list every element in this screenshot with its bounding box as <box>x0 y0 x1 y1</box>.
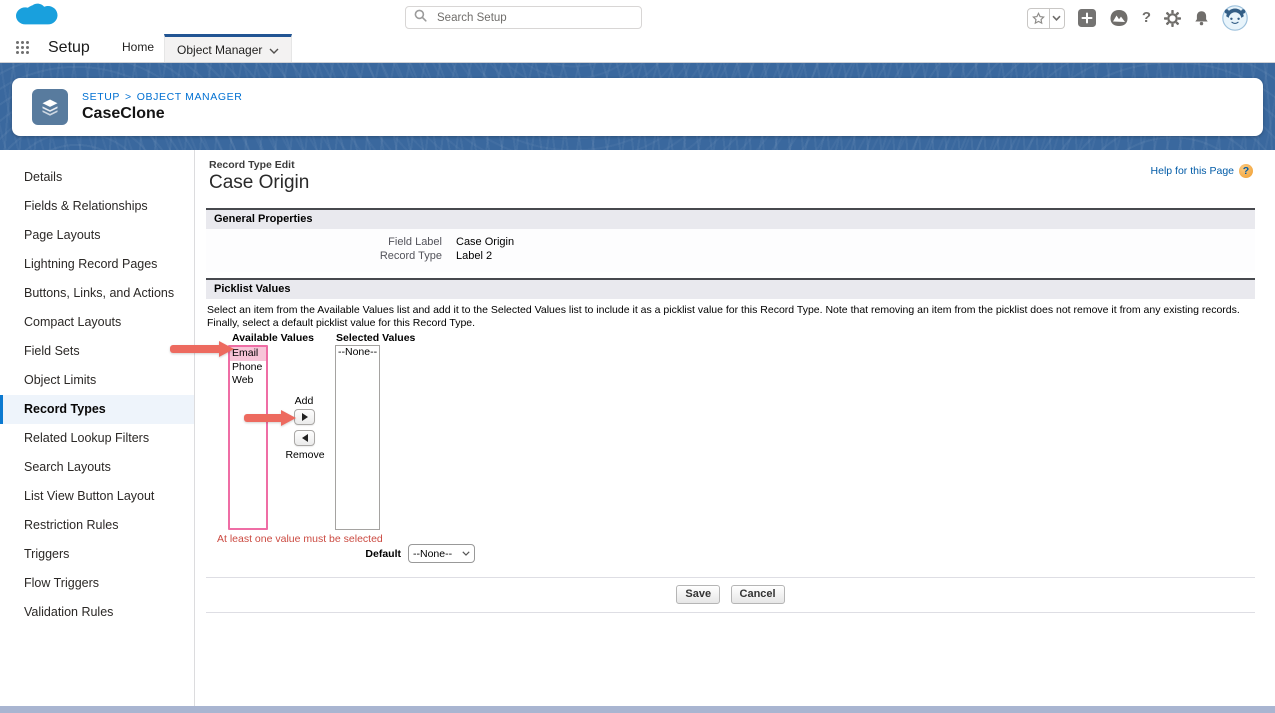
listbox-option[interactable]: Phone <box>232 360 263 373</box>
app-name-label: Setup <box>48 39 90 56</box>
sidebar-item[interactable]: Search Layouts <box>24 460 111 474</box>
available-values-listbox[interactable]: Email Phone Web <box>228 345 268 530</box>
available-values-label: Available Values <box>232 332 314 344</box>
field-value: Label 2 <box>456 250 493 262</box>
form-actions: Save Cancel <box>206 577 1255 613</box>
header-icon-cluster: ? <box>1026 5 1248 31</box>
section-title: General Properties <box>206 210 1255 229</box>
sidebar-item[interactable]: Restriction Rules <box>24 518 119 532</box>
annotation-red-arrow-email <box>170 341 234 357</box>
form-row: Record Type Label 2 <box>206 249 1255 263</box>
sidebar-item[interactable]: Lightning Record Pages <box>24 257 158 271</box>
listbox-option[interactable]: Web <box>232 374 254 386</box>
favorites-group <box>1026 7 1065 29</box>
trailhead-icon[interactable] <box>1109 9 1129 27</box>
window-bottom-bar <box>0 706 1275 713</box>
field-label: Record Type <box>379 250 442 262</box>
sidebar-item[interactable]: Flow Triggers <box>24 576 100 590</box>
default-select-value: --None-- <box>413 547 453 560</box>
page-title: Case Origin <box>209 172 310 193</box>
setup-nav-bar: Setup Home Object Manager <box>0 34 1275 63</box>
breadcrumb-object-manager-link[interactable]: OBJECT MANAGER <box>136 91 243 103</box>
breadcrumb-setup-link[interactable]: SETUP <box>82 91 121 103</box>
selected-values-listbox[interactable]: --None-- <box>335 345 380 530</box>
listbox-option[interactable]: --None-- <box>338 346 378 358</box>
favorites-star-icon[interactable] <box>1026 7 1050 29</box>
user-avatar[interactable] <box>1222 5 1248 31</box>
selected-values-label: Selected Values <box>336 332 416 344</box>
sidebar-item[interactable]: Triggers <box>24 547 70 561</box>
object-name-title: CaseClone <box>82 105 165 122</box>
breadcrumb-separator: > <box>125 91 132 103</box>
add-icon[interactable] <box>1077 9 1096 27</box>
general-properties-section: General Properties Field Label Case Orig… <box>206 208 1255 272</box>
sidebar-item[interactable]: Page Layouts <box>24 228 101 242</box>
picklist-description: Select an item from the Available Values… <box>207 304 1240 329</box>
help-link-label: Help for this Page <box>1150 165 1234 177</box>
cancel-button[interactable]: Cancel <box>730 585 785 604</box>
chevron-down-icon <box>269 38 279 62</box>
app-launcher-waffle-icon[interactable] <box>16 41 30 55</box>
add-arrow-button[interactable] <box>294 409 315 425</box>
page-header: Record Type Edit Case Origin Help for th… <box>196 150 1275 208</box>
object-layers-icon <box>32 89 68 125</box>
sidebar-item[interactable]: Validation Rules <box>24 605 114 619</box>
chevron-down-icon <box>462 551 470 556</box>
form-row: Field Label Case Origin <box>206 235 1255 249</box>
general-properties-body: Field Label Case Origin Record Type Labe… <box>206 229 1255 272</box>
page-subtitle: Record Type Edit <box>209 159 295 171</box>
picklist-editor: Available Values Selected Values Email Ph… <box>206 332 1255 570</box>
search-input[interactable] <box>435 10 633 25</box>
nav-tabs: Home Object Manager <box>112 34 293 62</box>
search-icon <box>414 9 427 27</box>
main-content: Record Type Edit Case Origin Help for th… <box>196 150 1275 706</box>
default-label: Default <box>365 548 401 560</box>
sidebar-item[interactable]: Related Lookup Filters <box>24 431 150 445</box>
tab-object-manager[interactable]: Object Manager <box>164 34 293 62</box>
object-manager-sidebar: Details Fields & Relationships Page Layout… <box>0 150 195 706</box>
setup-gear-icon[interactable] <box>1164 9 1181 27</box>
picklist-values-section: Picklist Values Select an item from the … <box>206 278 1255 613</box>
help-orange-icon: ? <box>1239 164 1253 178</box>
object-header-card: SETUP > OBJECT MANAGER CaseClone <box>12 78 1263 136</box>
remove-arrow-button[interactable] <box>294 430 315 446</box>
sidebar-item[interactable]: Details <box>24 170 63 184</box>
section-title: Picklist Values <box>206 280 1255 299</box>
field-label: Field Label <box>388 236 442 248</box>
sidebar-item[interactable]: Compact Layouts <box>24 315 122 329</box>
help-icon[interactable]: ? <box>1141 9 1151 26</box>
listbox-option[interactable]: Email <box>230 347 266 361</box>
tab-object-manager-label: Object Manager <box>177 42 263 57</box>
sidebar-item[interactable]: List View Button Layout <box>24 489 155 503</box>
default-select[interactable]: --None-- <box>408 544 475 563</box>
notifications-bell-icon[interactable] <box>1194 10 1209 26</box>
help-for-this-page-link[interactable]: Help for this Page ? <box>1151 164 1253 178</box>
save-button[interactable]: Save <box>676 585 721 604</box>
sidebar-item[interactable]: Buttons, Links, and Actions <box>24 286 175 300</box>
add-label: Add <box>294 395 314 407</box>
global-header: ? <box>0 0 1275 35</box>
favorites-dropdown-icon[interactable] <box>1049 7 1065 29</box>
global-search[interactable] <box>405 6 642 29</box>
field-value: Case Origin <box>456 236 515 248</box>
sidebar-item[interactable]: Object Limits <box>24 373 97 387</box>
breadcrumb: SETUP > OBJECT MANAGER <box>82 91 242 103</box>
annotation-red-arrow-add <box>244 410 296 426</box>
sidebar-item[interactable]: Record Types <box>0 395 194 424</box>
sidebar-item[interactable]: Fields & Relationships <box>24 199 148 213</box>
sidebar-item[interactable]: Field Sets <box>24 344 80 358</box>
salesforce-cloud-logo-icon <box>14 2 60 38</box>
tab-home[interactable]: Home <box>122 40 155 54</box>
triangle-right-icon <box>301 413 308 421</box>
validation-error-text: At least one value must be selected <box>217 533 383 545</box>
triangle-left-icon <box>301 434 308 442</box>
remove-label: Remove <box>285 449 325 461</box>
